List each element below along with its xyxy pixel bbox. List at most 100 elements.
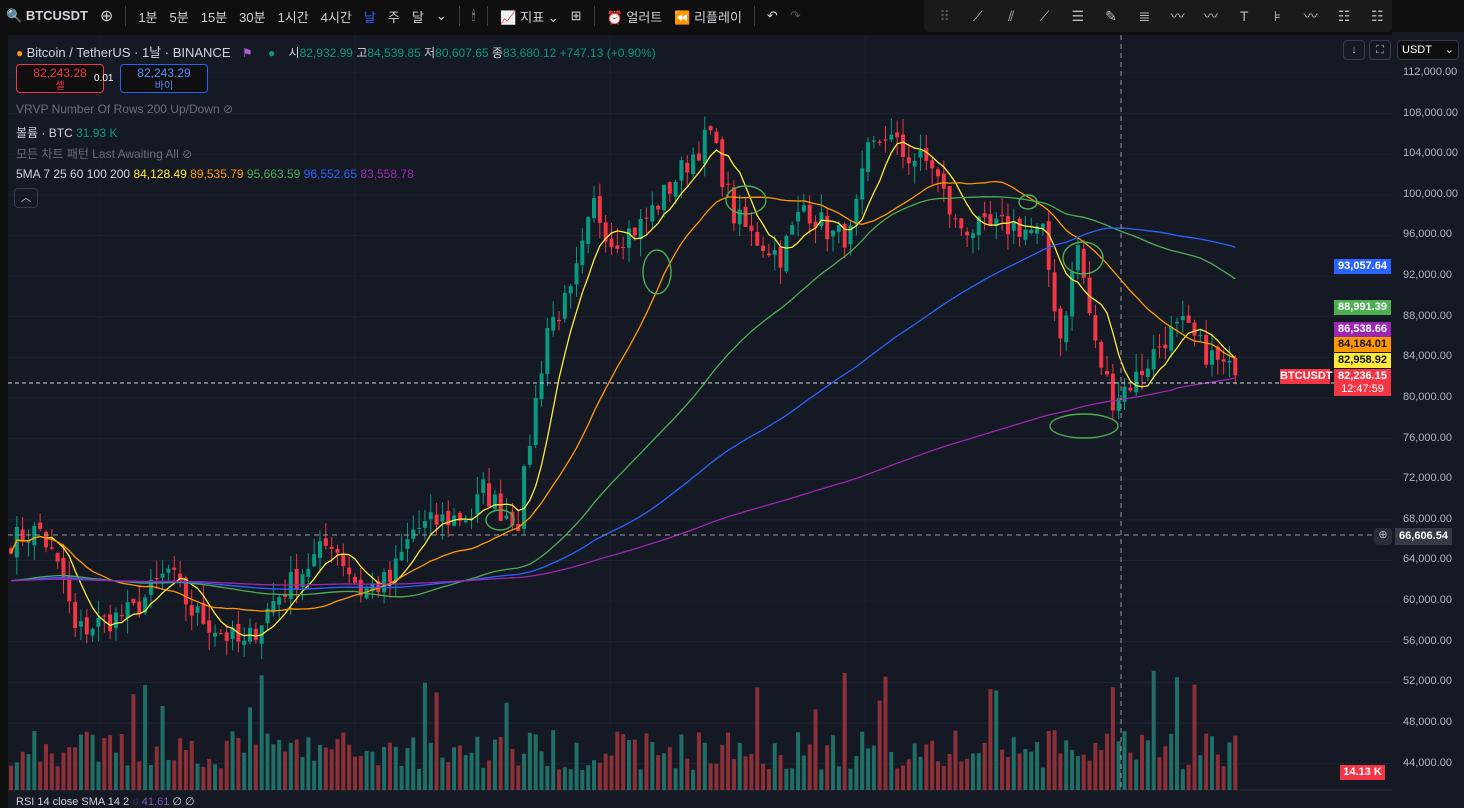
currency-select[interactable]: USDT ⌄ xyxy=(1397,40,1459,60)
candle-body xyxy=(317,541,322,558)
candle-body xyxy=(731,187,736,224)
volume-bar xyxy=(358,756,363,790)
candle-body xyxy=(1110,373,1115,411)
volume-bar xyxy=(784,768,789,790)
candle-type-icon[interactable]: 🕯 xyxy=(471,8,476,23)
candle-body xyxy=(341,554,346,567)
volume-bar xyxy=(1093,742,1098,790)
buy-button[interactable]: 82,243.29 바이 xyxy=(120,64,208,93)
volume-bar xyxy=(428,742,433,790)
interval-2[interactable]: 15분 xyxy=(200,9,228,25)
symbol-search[interactable]: 🔍 BTCUSDT xyxy=(6,8,88,23)
volume-bar xyxy=(1023,748,1028,790)
market-status-icon: ● xyxy=(267,46,276,60)
scroll-down-icon[interactable]: ↓ xyxy=(1343,40,1365,60)
add-symbol-icon[interactable]: ⊕ xyxy=(99,8,114,25)
indicators-button[interactable]: 📈 지표 ⌄ xyxy=(500,9,559,25)
horizontal-lines-icon[interactable]: ☰ xyxy=(1071,7,1085,24)
pattern-15-icon[interactable]: 〰 xyxy=(1170,8,1185,24)
volume-bar xyxy=(539,751,544,790)
interval-0[interactable]: 1분 xyxy=(138,9,158,25)
hidden-eye-icon[interactable]: ⊘ xyxy=(182,147,193,161)
volume-bar xyxy=(1151,670,1156,790)
date-range-icon[interactable]: ☷ xyxy=(1371,7,1384,24)
flag-icon[interactable]: ⚑ xyxy=(241,46,253,60)
patterns-legend[interactable]: 모든 차트 패턴 Last Awaiting All ⊘ xyxy=(16,145,192,162)
chart-pane[interactable] xyxy=(8,35,1464,808)
templates-icon[interactable]: ⊞ xyxy=(570,8,582,23)
candle-body xyxy=(38,522,43,530)
volume-bar xyxy=(1157,757,1162,790)
volume-bar xyxy=(288,742,293,790)
vrvp-legend[interactable]: VRVP Number Of Rows 200 Up/Down ⊘ xyxy=(16,102,233,116)
candle-body xyxy=(283,594,288,598)
price-tick: 68,000.00 xyxy=(1403,512,1452,525)
volume-bar xyxy=(195,763,200,790)
volume-bar xyxy=(498,736,503,790)
candle-body xyxy=(1058,308,1063,339)
volume-bar xyxy=(1169,733,1174,790)
volume-bar xyxy=(113,752,118,790)
volume-bar xyxy=(1221,766,1226,790)
volume-bar xyxy=(119,734,124,790)
redo-icon[interactable]: ↷ xyxy=(789,8,801,23)
volume-bar xyxy=(417,768,422,790)
fib-icon[interactable]: ≣ xyxy=(1138,7,1151,24)
alert-button[interactable]: ⏰ 얼러트 xyxy=(606,9,663,25)
replay-button[interactable]: ⏪ 리플레이 xyxy=(674,9,742,25)
volume-bar xyxy=(702,742,707,790)
sell-button[interactable]: 82,243.28 셀 xyxy=(16,64,104,93)
brush-icon[interactable]: ✎ xyxy=(1105,7,1117,24)
parallel-channel-icon[interactable]: ⫽ xyxy=(1008,7,1015,24)
undo-icon[interactable]: ↶ xyxy=(766,8,778,23)
interval-4[interactable]: 1시간 xyxy=(277,9,309,25)
position-icon[interactable]: ⊧ xyxy=(1273,7,1282,24)
interval-3[interactable]: 30분 xyxy=(239,9,266,25)
interval-1[interactable]: 5분 xyxy=(169,9,189,25)
pattern-ac-icon[interactable]: 〰 xyxy=(1303,8,1318,24)
price-tick: 80,000.00 xyxy=(1403,390,1452,403)
high-label: 고 xyxy=(356,46,368,60)
candle-body xyxy=(323,538,328,546)
candle-body xyxy=(312,554,317,567)
rsi-legend[interactable]: RSI 14 close SMA 14 2 ◌ 41.61 ∅ ∅ xyxy=(16,795,195,808)
pattern-ae-icon[interactable]: 〰 xyxy=(1203,8,1218,24)
candle-body xyxy=(632,227,637,236)
volume-legend[interactable]: 볼륨 · BTC 31.93 K xyxy=(16,124,117,141)
volume-bar xyxy=(557,769,562,790)
interval-8[interactable]: 달 xyxy=(411,9,424,25)
candle-body xyxy=(749,225,754,231)
candle-body xyxy=(539,373,544,400)
hidden-eye-icon[interactable]: ⊘ xyxy=(223,102,234,116)
drag-handle-icon[interactable]: ⠿ xyxy=(939,7,950,24)
volume-bar xyxy=(370,751,375,790)
candle-body xyxy=(253,628,258,641)
price-range-icon[interactable]: ☷ xyxy=(1337,7,1351,24)
interval-5[interactable]: 4시간 xyxy=(320,9,352,25)
interval-6[interactable]: 날 xyxy=(363,9,376,25)
volume-bar xyxy=(1145,740,1150,790)
candle-body xyxy=(621,246,626,248)
volume-bar xyxy=(889,751,894,790)
text-icon[interactable]: T xyxy=(1239,8,1249,24)
volume-bar xyxy=(49,753,54,790)
volume-bar xyxy=(906,759,911,790)
ma200-value: 83,558.78 xyxy=(360,167,414,181)
trend-line-icon[interactable]: ⟋ xyxy=(973,7,983,24)
candle-body xyxy=(790,225,795,235)
add-alert-plus-icon[interactable]: ⊕ xyxy=(1374,528,1392,545)
volume-bar xyxy=(924,744,929,790)
volume-bar xyxy=(813,709,818,790)
interval-7[interactable]: 주 xyxy=(387,9,400,25)
fullscreen-icon[interactable]: ⛶ xyxy=(1369,40,1391,60)
candle-body xyxy=(224,632,229,641)
candle-body xyxy=(650,205,655,222)
volume-bar xyxy=(737,742,742,790)
ray-icon[interactable]: ⟋ xyxy=(1039,7,1050,24)
interval-dropdown-chevron-icon[interactable]: ⌄ xyxy=(435,8,447,23)
symbol-price-tag: BTCUSDT xyxy=(1280,369,1333,384)
ma-legend[interactable]: 5MA 7 25 60 100 200 84,128.49 89,535.79 … xyxy=(16,167,414,181)
volume-bar xyxy=(883,676,888,790)
collapse-legend-chevron-icon[interactable]: ︿ xyxy=(14,188,38,208)
